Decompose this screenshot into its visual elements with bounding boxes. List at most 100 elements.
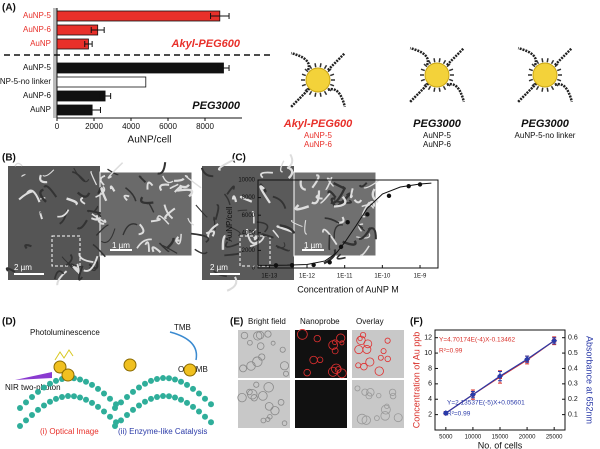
cell	[240, 331, 249, 340]
texture	[169, 183, 179, 190]
texture	[276, 225, 295, 234]
x-tick-label: 1E-13	[261, 274, 278, 280]
nanoparticle	[123, 358, 137, 372]
scale-bar-label: 2 µm	[210, 263, 228, 272]
lipid	[17, 423, 23, 429]
cell	[239, 364, 247, 373]
cell	[336, 333, 346, 343]
texture	[53, 270, 65, 280]
texture	[200, 167, 214, 178]
y-tick-label: AuNP-5-no linker	[0, 77, 51, 86]
group-label: PEG3000	[192, 100, 241, 112]
linker	[446, 63, 451, 68]
texture	[320, 192, 331, 204]
texture	[107, 162, 124, 179]
texture	[136, 238, 152, 249]
texture	[65, 253, 73, 267]
linker	[535, 59, 540, 65]
cell	[303, 368, 311, 377]
column-label: Nanoprobe	[300, 317, 340, 326]
micro-image	[352, 330, 404, 378]
texture	[237, 209, 248, 212]
cell	[277, 399, 285, 406]
cell	[331, 339, 338, 345]
texture	[327, 190, 337, 199]
texture	[311, 190, 321, 205]
y-tick-label: AuNP-6	[23, 25, 52, 34]
label: NIR two-photon	[5, 383, 61, 392]
texture	[125, 187, 137, 202]
tmb-arrow	[169, 331, 198, 361]
group-label: Akyl-PEG600	[171, 38, 241, 50]
ligand	[290, 51, 311, 71]
lipid	[142, 380, 148, 387]
cell	[365, 392, 373, 400]
error-bar	[99, 93, 112, 99]
point	[311, 262, 316, 268]
texture	[14, 162, 23, 167]
texture	[91, 217, 98, 221]
texture	[333, 224, 343, 239]
linker	[528, 78, 534, 82]
y-tick-label: 12	[424, 335, 432, 342]
linker	[554, 82, 559, 87]
cell	[267, 414, 273, 420]
lipid	[47, 398, 53, 405]
texture	[190, 232, 210, 243]
ligand	[446, 47, 465, 66]
texture	[187, 217, 195, 226]
cell	[359, 331, 367, 339]
cell	[237, 392, 247, 403]
y2-tick-label: 0.6	[568, 335, 578, 342]
texture	[26, 189, 41, 203]
fit-curve	[258, 182, 432, 266]
linker	[314, 63, 317, 68]
lipid	[148, 395, 154, 402]
texture	[324, 217, 340, 224]
x-tick-label: 1E-10	[374, 274, 391, 280]
lipid	[130, 406, 136, 413]
structure-title: Akyl-PEG600	[283, 118, 353, 130]
texture	[158, 242, 170, 253]
y2-tick-label: 0.4	[568, 365, 578, 372]
point	[338, 244, 344, 250]
zoom-box	[239, 235, 271, 267]
cell	[256, 342, 265, 350]
lipid	[71, 393, 77, 400]
texture	[151, 246, 162, 254]
lipid	[112, 423, 118, 429]
label: TMB	[174, 323, 191, 332]
ligand	[517, 46, 538, 66]
lipid	[41, 402, 47, 409]
texture	[279, 224, 296, 235]
cell	[388, 388, 397, 396]
texture	[166, 237, 175, 250]
texture	[249, 228, 257, 235]
cell	[393, 413, 403, 423]
lipid	[23, 399, 29, 406]
lipid	[184, 399, 190, 406]
texture	[144, 241, 150, 252]
cell	[380, 348, 387, 355]
error-bar	[84, 41, 93, 47]
linker	[420, 78, 426, 82]
cell	[360, 362, 368, 371]
linker	[301, 73, 307, 77]
panel-label: (C)	[232, 153, 246, 164]
texture	[100, 187, 108, 202]
texture	[66, 197, 78, 206]
x-tick-label: 2000	[85, 122, 103, 131]
structure-item: AuNP-5-no linker	[515, 131, 576, 140]
texture	[311, 174, 320, 189]
x-axis-title: Concentration of AuNP M	[297, 284, 398, 294]
lipid	[107, 395, 113, 402]
y2-tick-label: 0.2	[568, 396, 578, 403]
lipid	[172, 376, 178, 383]
x-tick-label: 1E-12	[299, 274, 316, 280]
ligand	[517, 82, 538, 103]
lipid	[95, 385, 101, 392]
marker	[469, 391, 476, 398]
texture	[56, 270, 68, 286]
lipid	[184, 381, 190, 388]
cell	[250, 394, 258, 402]
